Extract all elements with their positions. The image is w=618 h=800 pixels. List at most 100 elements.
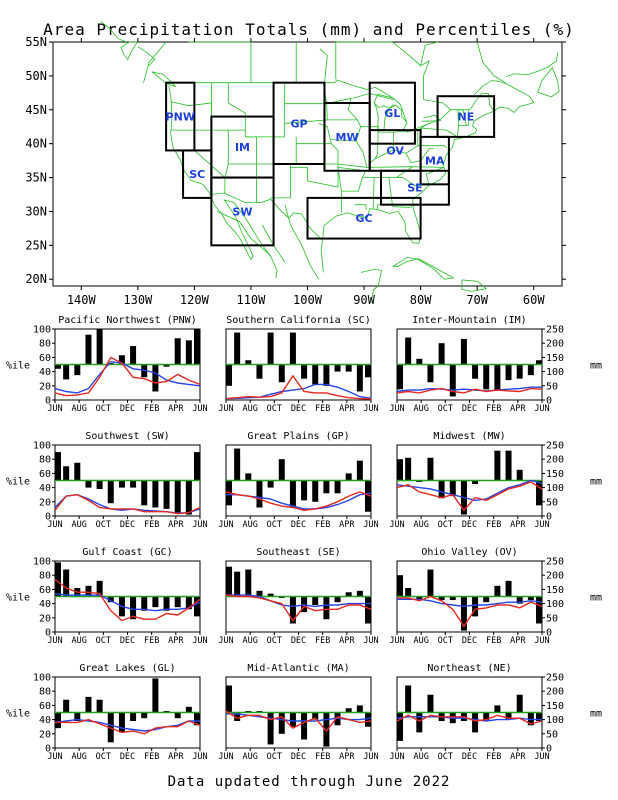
month-label: AUG bbox=[413, 752, 428, 762]
mm-axis-label: mm bbox=[590, 593, 602, 604]
percentile-bar bbox=[256, 480, 263, 508]
normal-precip-line bbox=[54, 593, 201, 612]
percentile-bar bbox=[130, 346, 137, 365]
boundary-line bbox=[331, 119, 362, 142]
footer-note: Data updated through June 2022 bbox=[167, 774, 451, 790]
percentile-bar bbox=[345, 473, 352, 481]
region-charts: Pacific Northwest (PNW) JUN AUG OCT DEC FEB AP… bbox=[6, 315, 602, 762]
pct-tick-label: 40 bbox=[39, 483, 51, 494]
percentile-bar bbox=[345, 364, 352, 372]
month-label: FEB bbox=[486, 752, 501, 762]
pct-tick-label: 60 bbox=[39, 469, 51, 480]
page-title: Area Precipitation Totals (mm) and Perce… bbox=[43, 20, 575, 39]
pct-tick-label: 80 bbox=[39, 687, 51, 698]
lon-tick-label: 130W bbox=[123, 293, 153, 307]
month-label: JUN bbox=[47, 520, 62, 530]
region-label-ov: OV bbox=[386, 144, 404, 157]
month-label: JUN bbox=[47, 752, 62, 762]
region-box-gl bbox=[368, 81, 416, 145]
month-label: JUN bbox=[192, 752, 207, 762]
region-chart-8: Ohio Valley (OV)JUN AUG OCT DEC FEB APR JUN050… bbox=[389, 547, 602, 646]
region-label-se: SE bbox=[407, 182, 422, 195]
percentile-bar bbox=[301, 364, 308, 379]
month-label: JUN bbox=[363, 636, 378, 646]
region-label-ma: MA bbox=[425, 155, 445, 168]
percentile-bar bbox=[365, 712, 371, 727]
mm-tick-label: 50 bbox=[546, 729, 558, 740]
percentile-bar bbox=[174, 480, 181, 513]
normal-precip-line bbox=[396, 479, 543, 502]
mm-tick-label: 100 bbox=[546, 367, 564, 378]
month-label: APR bbox=[168, 636, 184, 646]
percentile-bar bbox=[405, 685, 412, 713]
observed-precip-line bbox=[397, 595, 543, 628]
percentile-bar bbox=[267, 480, 274, 488]
percentile-bar bbox=[185, 596, 192, 610]
percentile-bar bbox=[472, 364, 479, 379]
percentile-bar bbox=[96, 580, 103, 597]
boundary-line bbox=[211, 82, 286, 138]
month-label: OCT bbox=[438, 520, 453, 530]
month-label: FEB bbox=[486, 404, 501, 414]
month-label: DEC bbox=[120, 752, 135, 762]
pct-tick-label: 100 bbox=[33, 557, 51, 568]
month-label: JUN bbox=[218, 520, 233, 530]
percentile-bar bbox=[312, 364, 319, 385]
lat-tick-label: 50N bbox=[25, 69, 47, 83]
percentile-bar bbox=[472, 712, 479, 733]
month-label: JUN bbox=[534, 636, 549, 646]
percentile-bar bbox=[278, 364, 285, 383]
month-label: OCT bbox=[96, 520, 111, 530]
percentile-bar bbox=[416, 596, 423, 600]
percentile-bar bbox=[334, 364, 341, 372]
month-label: APR bbox=[168, 520, 184, 530]
boundary-line bbox=[383, 104, 407, 131]
percentile-bar bbox=[152, 364, 159, 392]
month-label: AUG bbox=[71, 520, 86, 530]
region-box-ne bbox=[436, 95, 496, 138]
mm-tick-label: 250 bbox=[546, 441, 564, 452]
percentile-bar bbox=[301, 480, 308, 501]
percentile-bar bbox=[85, 696, 92, 713]
month-label: APR bbox=[510, 752, 526, 762]
boundary-line bbox=[143, 41, 167, 83]
month-label: APR bbox=[510, 636, 526, 646]
percentile-bar bbox=[226, 566, 232, 597]
lat-tick-label: 35N bbox=[25, 171, 47, 185]
percentile-bar bbox=[301, 712, 308, 740]
month-label: DEC bbox=[291, 520, 306, 530]
percentile-bar bbox=[74, 364, 81, 376]
percentile-bar bbox=[483, 364, 490, 390]
percentile-bar bbox=[536, 596, 542, 624]
mm-tick-label: 50 bbox=[546, 381, 558, 392]
observed-precip-line bbox=[225, 710, 372, 733]
percentile-bar bbox=[323, 596, 330, 620]
percentile-bar bbox=[536, 480, 542, 506]
mm-tick-label: 50 bbox=[546, 497, 558, 508]
month-label: DEC bbox=[291, 404, 306, 414]
region-chart-10: Mid-Atlantic (MA) JUN AUG OCT DEC FEB APR JUN bbox=[218, 663, 378, 762]
percentile-bar bbox=[416, 712, 423, 733]
pct-axis-label: %ile bbox=[6, 593, 30, 604]
mm-tick-label: 200 bbox=[546, 455, 564, 466]
percentile-bar bbox=[96, 329, 103, 365]
percentile-bar bbox=[365, 596, 371, 624]
region-box-gc bbox=[306, 196, 422, 240]
boundary-line bbox=[284, 103, 328, 124]
percentile-bar bbox=[289, 480, 296, 508]
boundary-line bbox=[227, 130, 257, 203]
boundary-line bbox=[322, 82, 359, 121]
lat-tick-label: 55N bbox=[25, 35, 47, 49]
mm-axis-label: mm bbox=[590, 361, 602, 372]
pct-axis-label: %ile bbox=[6, 477, 30, 488]
percentile-bar bbox=[356, 460, 363, 481]
percentile-bar bbox=[527, 596, 534, 601]
month-label: DEC bbox=[120, 404, 135, 414]
percentile-bar bbox=[185, 706, 192, 713]
region-label-ne: NE bbox=[457, 111, 474, 124]
month-label: AUG bbox=[71, 636, 86, 646]
month-label: DEC bbox=[120, 520, 135, 530]
region-label-pnw: PNW bbox=[166, 111, 195, 124]
percentile-bar bbox=[267, 332, 274, 365]
month-label: JUN bbox=[192, 520, 207, 530]
